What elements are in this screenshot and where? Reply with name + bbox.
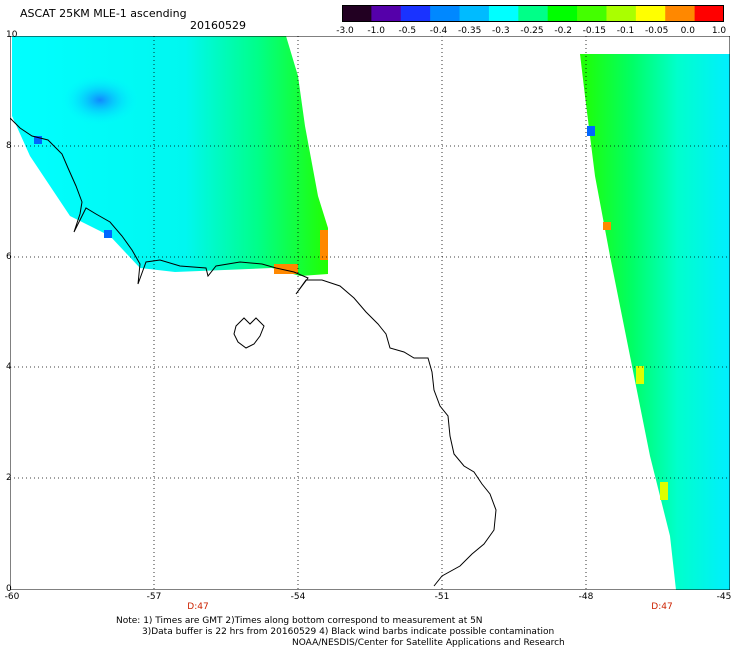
colorbar-tick-label: -0.3: [492, 26, 510, 36]
longitude-label: -60: [4, 592, 20, 602]
colorbar-segment: [430, 5, 461, 22]
colorbar-tick-label: -0.4: [429, 26, 448, 36]
colorbar-tick-label: -3.0: [336, 26, 354, 36]
colorbar-segment: [518, 5, 549, 22]
low-value-cell: [34, 136, 42, 144]
latitude-label: 4: [6, 362, 12, 373]
coastline: [10, 117, 497, 587]
longitude-label: -51: [434, 592, 450, 602]
latitude-label: 2: [6, 473, 12, 484]
colorbar-segment: [459, 5, 490, 22]
footnote-line: NOAA/NESDIS/Center for Satellite Applica…: [292, 638, 565, 648]
latitude-label: 8: [6, 140, 12, 151]
colorbar-tick-label: -0.2: [554, 26, 572, 36]
longitude-label: -48: [578, 592, 594, 602]
high-value-cell: [603, 222, 611, 230]
latitude-label: 10: [6, 30, 18, 40]
island-outline: [233, 317, 265, 349]
colorbar-tick-label: 1.0: [711, 26, 727, 36]
colorbar-tick-label: -0.25: [520, 26, 544, 36]
longitude-label: -57: [146, 592, 162, 602]
swath-time-label: D:47: [651, 602, 673, 612]
low-value-cell: [104, 230, 112, 238]
mid-value-cell: [636, 366, 644, 384]
chart-title: ASCAT 25KM MLE-1 ascending: [20, 7, 187, 20]
colorbar-segment: [400, 5, 431, 22]
longitude-label: -45: [716, 592, 732, 602]
colorbar-frame: [342, 5, 724, 22]
colorbar-tick-label: -0.1: [616, 26, 635, 36]
footnote-line: Note: 1) Times are GMT 2)Times along bot…: [116, 616, 483, 626]
colorbar-tick-label: 0.0: [680, 26, 695, 36]
colorbar-segment: [635, 5, 666, 22]
colorbar-tick-label: -1.0: [367, 26, 385, 36]
swath-map: [10, 36, 730, 590]
colorbar-tick-label: -0.5: [398, 26, 417, 36]
colorbar-tick-label: -0.05: [645, 26, 669, 36]
swath-east: [580, 54, 730, 590]
colorbar: [342, 5, 724, 22]
colorbar-segment: [371, 5, 402, 22]
colorbar-segment: [577, 5, 607, 22]
swath-west: [12, 36, 328, 276]
longitude-label: -54: [290, 592, 306, 602]
colorbar-segment: [665, 5, 696, 22]
swath-time-label: D:47: [187, 602, 209, 612]
colorbar-tick-label: -0.35: [458, 26, 482, 36]
low-value-patch: [60, 74, 140, 126]
colorbar-segment: [342, 5, 372, 22]
high-value-cell: [320, 230, 328, 260]
footnote-line: 3)Data buffer is 22 hrs from 20160529 4)…: [142, 627, 555, 637]
colorbar-segment: [488, 5, 519, 22]
colorbar-segment: [606, 5, 637, 22]
high-value-cell: [274, 264, 298, 274]
latitude-label: 6: [6, 251, 12, 262]
colorbar-tick-label: -0.15: [582, 26, 606, 36]
lat-lon-grid: [10, 36, 730, 590]
colorbar-segment: [694, 5, 724, 22]
mid-value-cell: [660, 482, 668, 500]
chart-date: 20160529: [190, 19, 246, 32]
colorbar-segment: [547, 5, 578, 22]
latitude-label: 0: [6, 584, 12, 594]
low-value-cell: [587, 126, 595, 136]
